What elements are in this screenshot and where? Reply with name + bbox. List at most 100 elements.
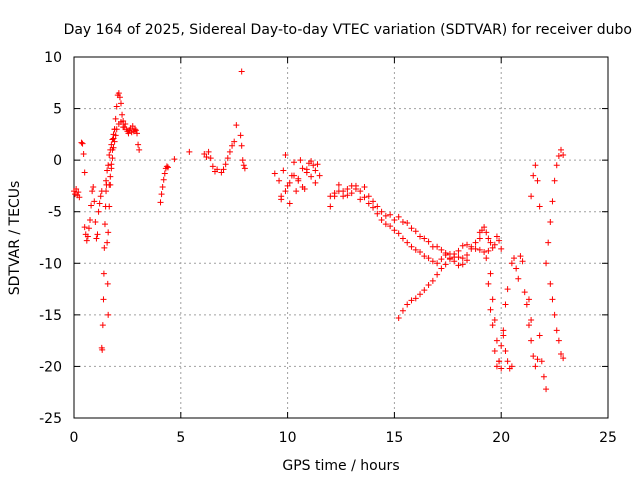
data-point — [88, 202, 95, 209]
data-point — [538, 358, 545, 365]
series-dip-21.8 — [525, 322, 550, 393]
series-cluster-10 — [276, 151, 323, 207]
y-tick-label: 5 — [53, 102, 62, 118]
data-point — [207, 155, 214, 162]
x-tick-label: 0 — [70, 430, 79, 446]
series-iso-4.7 — [171, 148, 193, 163]
data-point — [534, 177, 541, 184]
data-points — [71, 68, 567, 393]
data-point — [131, 126, 138, 133]
data-point — [429, 277, 436, 284]
data-point — [75, 189, 82, 196]
data-point — [340, 193, 347, 200]
series-rise-22.5 — [543, 146, 567, 267]
data-point — [111, 126, 118, 133]
data-point — [271, 170, 278, 177]
data-point — [496, 358, 503, 365]
data-point — [558, 146, 565, 153]
data-point — [161, 170, 168, 177]
data-point — [89, 188, 96, 195]
data-point — [105, 162, 112, 169]
data-point — [481, 248, 488, 255]
data-point — [408, 297, 415, 304]
data-point — [408, 243, 415, 250]
data-point — [528, 193, 535, 200]
data-point — [100, 270, 107, 277]
series-seg-a — [78, 139, 88, 176]
data-point — [110, 131, 117, 138]
series-spike-21.5 — [528, 162, 543, 210]
data-point — [521, 289, 528, 296]
data-point — [76, 194, 83, 201]
data-point — [491, 241, 498, 248]
data-point — [500, 332, 507, 339]
data-point — [417, 248, 424, 255]
data-point — [203, 154, 210, 161]
series-band-12b — [327, 181, 471, 269]
data-point — [222, 161, 229, 168]
data-point — [105, 311, 112, 318]
data-point — [284, 182, 291, 189]
data-point — [308, 158, 315, 165]
data-point — [525, 322, 532, 329]
data-point — [528, 337, 535, 344]
data-point — [104, 167, 111, 174]
data-point — [108, 141, 115, 148]
series-iso-9.4 — [271, 170, 278, 177]
x-tick-label: 10 — [279, 430, 297, 446]
data-point — [472, 245, 479, 252]
data-point — [491, 347, 498, 354]
data-point — [108, 165, 115, 172]
y-tick-label: -10 — [39, 256, 62, 272]
data-point — [96, 200, 103, 207]
data-point — [237, 132, 244, 139]
data-point — [483, 255, 490, 262]
data-point — [308, 173, 315, 180]
data-point — [312, 167, 319, 174]
data-point — [491, 317, 498, 324]
data-point — [504, 358, 511, 365]
data-point — [240, 162, 247, 169]
data-point — [352, 182, 359, 189]
data-point — [157, 199, 164, 206]
data-point — [286, 179, 293, 186]
data-point — [534, 356, 541, 363]
data-point — [297, 157, 304, 164]
data-point — [117, 100, 124, 107]
y-tick-label: -20 — [39, 359, 62, 375]
plot-frame — [73, 56, 609, 419]
data-point — [344, 186, 351, 193]
data-point — [536, 203, 543, 210]
data-point — [408, 225, 415, 232]
data-point — [129, 123, 136, 130]
data-point — [85, 225, 92, 232]
data-point — [136, 146, 143, 153]
data-point — [487, 239, 494, 246]
x-tick-label: 5 — [176, 430, 185, 446]
data-point — [513, 265, 520, 272]
data-point — [399, 219, 406, 226]
data-point — [97, 193, 104, 200]
data-point — [103, 177, 110, 184]
data-point — [464, 241, 471, 248]
data-point — [485, 247, 492, 254]
data-point — [106, 151, 113, 158]
data-point — [241, 165, 248, 172]
series-dip-19.5b — [487, 270, 511, 372]
data-point — [399, 235, 406, 242]
data-point — [378, 216, 385, 223]
data-point — [109, 155, 116, 162]
data-point — [498, 245, 505, 252]
data-point — [316, 172, 323, 179]
data-point — [502, 301, 509, 308]
data-point — [481, 224, 488, 231]
data-point — [493, 233, 500, 240]
data-point — [511, 255, 518, 262]
data-point — [478, 227, 485, 234]
data-point — [459, 255, 466, 262]
data-point — [135, 141, 142, 148]
x-axis-label: GPS time / hours — [282, 458, 399, 474]
data-point — [558, 351, 565, 358]
data-point — [487, 306, 494, 313]
data-point — [239, 157, 246, 164]
